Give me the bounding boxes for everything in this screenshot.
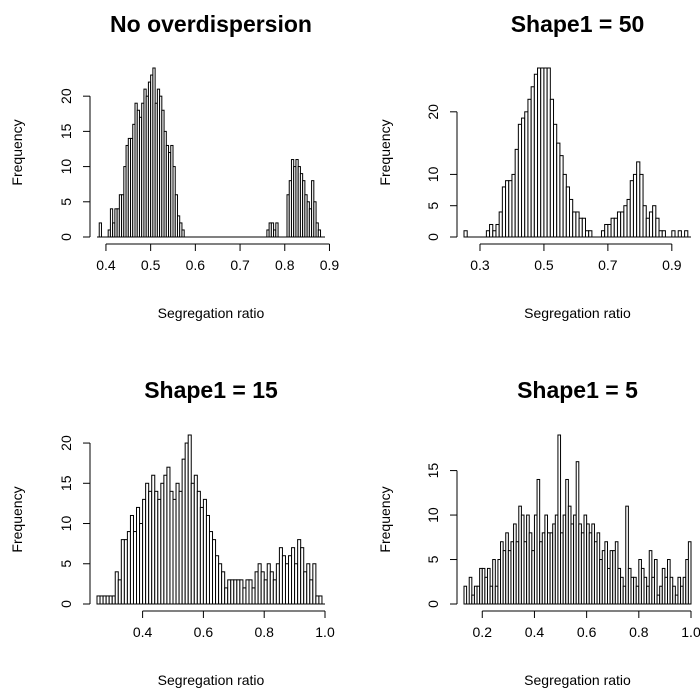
x-tick-label: 0.8 — [275, 257, 295, 273]
x-tick-label: 0.2 — [473, 624, 493, 640]
panel-title: Shape1 = 5 — [517, 377, 638, 403]
histogram-bar — [275, 222, 279, 238]
panel-title: Shape1 = 15 — [144, 377, 278, 403]
x-axis-label: Segregation ratio — [524, 672, 631, 688]
x-tick-label: 0.3 — [470, 257, 490, 273]
histogram-bar — [318, 595, 323, 605]
histogram-bar — [181, 229, 185, 238]
x-tick-label: 0.6 — [577, 624, 597, 640]
y-tick-label: 0 — [58, 233, 74, 241]
histogram-bar — [661, 230, 666, 238]
y-axis-label: Frequency — [9, 119, 25, 185]
x-tick-label: 0.5 — [534, 257, 554, 273]
y-tick-label: 15 — [58, 475, 74, 491]
histogram-bar — [687, 541, 692, 605]
histogram-bar — [588, 230, 593, 238]
histogram-bar — [317, 229, 322, 238]
y-tick-label: 0 — [425, 600, 441, 608]
histogram-panel: Shape1 = 15 0.4 0.6 0.8 1.0 0 5 10 15 20 Segregati… — [9, 377, 335, 688]
y-tick-label: 10 — [425, 166, 441, 182]
panel-title: No overdispersion — [110, 11, 312, 37]
histogram-panel: No overdispersion 0.4 0.5 0.6 0.7 0.8 0.9 0 5 10 1… — [9, 11, 339, 321]
y-tick-label: 10 — [425, 507, 441, 523]
x-tick-label: 0.8 — [254, 624, 274, 640]
histogram-bar — [463, 585, 468, 605]
y-tick-label: 20 — [425, 104, 441, 120]
x-tick-label: 0.9 — [662, 257, 682, 273]
y-tick-label: 5 — [425, 555, 441, 563]
x-tick-label: 0.5 — [141, 257, 161, 273]
x-tick-label: 1.0 — [681, 624, 700, 640]
y-tick-label: 5 — [58, 198, 74, 206]
x-tick-label: 0.8 — [629, 624, 649, 640]
y-tick-label: 5 — [425, 202, 441, 210]
histogram-panel: Shape1 = 50 0.3 0.5 0.7 0.9 0 5 10 20 Segregation… — [377, 11, 691, 321]
y-tick-label: 15 — [58, 123, 74, 139]
x-tick-label: 0.6 — [194, 624, 214, 640]
x-tick-label: 0.7 — [230, 257, 250, 273]
y-tick-label: 0 — [58, 600, 74, 608]
x-tick-label: 0.9 — [320, 257, 340, 273]
y-axis-label: Frequency — [377, 119, 393, 185]
y-axis-label: Frequency — [377, 486, 393, 552]
y-tick-label: 10 — [58, 516, 74, 532]
y-tick-label: 20 — [58, 435, 74, 451]
x-tick-label: 0.4 — [96, 257, 116, 273]
x-tick-label: 0.4 — [525, 624, 545, 640]
y-tick-label: 15 — [425, 463, 441, 479]
histogram-panel: Shape1 = 5 0.2 0.4 0.6 0.8 1.0 0 5 10 15 Segregati… — [377, 377, 700, 688]
histogram-bar — [684, 230, 689, 238]
panel-title: Shape1 = 50 — [511, 11, 645, 37]
x-axis-label: Segregation ratio — [158, 672, 265, 688]
y-tick-label: 10 — [58, 159, 74, 175]
y-tick-label: 20 — [58, 88, 74, 104]
x-tick-label: 0.7 — [598, 257, 618, 273]
x-axis-label: Segregation ratio — [158, 305, 265, 321]
y-tick-label: 0 — [425, 233, 441, 241]
x-axis-label: Segregation ratio — [524, 305, 631, 321]
x-tick-label: 0.4 — [133, 624, 153, 640]
y-axis-label: Frequency — [9, 486, 25, 552]
histogram-bar — [671, 230, 676, 238]
histogram-bar — [98, 222, 102, 238]
x-tick-label: 0.6 — [186, 257, 206, 273]
y-tick-label: 5 — [58, 560, 74, 568]
x-tick-label: 1.0 — [315, 624, 335, 640]
histogram-bar — [463, 230, 468, 238]
histogram-bar — [677, 230, 682, 238]
